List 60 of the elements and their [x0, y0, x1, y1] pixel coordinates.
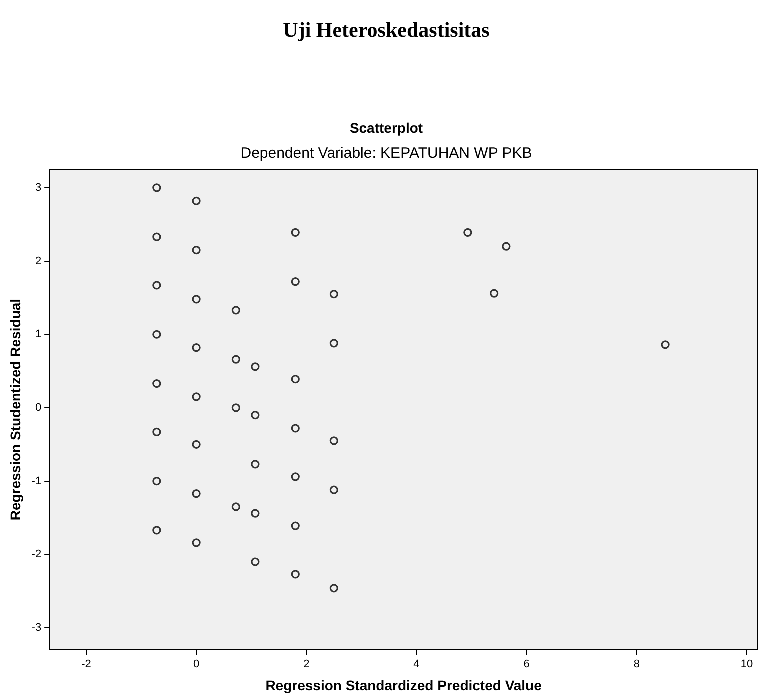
x-tick-label: 0 [193, 658, 200, 671]
point [152, 281, 162, 290]
point [291, 472, 300, 482]
point [464, 228, 472, 237]
text: Dependent Variable: KEPATUHAN WP PKB [240, 145, 534, 162]
point [291, 228, 300, 237]
point [192, 196, 201, 206]
point [490, 289, 499, 298]
y-axis-title: Regression Studentized Residual [7, 298, 24, 521]
x-tick-label: 4 [414, 658, 420, 671]
point [251, 362, 260, 372]
point [232, 306, 240, 315]
point [330, 584, 338, 593]
point [152, 428, 162, 436]
y-tick-label: -1 [32, 475, 42, 488]
point [291, 424, 300, 433]
point [152, 232, 162, 242]
point [330, 436, 338, 446]
x-tick-label: 10 [740, 658, 754, 671]
point [251, 509, 260, 518]
point [192, 489, 201, 498]
point [251, 411, 260, 420]
point [291, 522, 300, 530]
x-tick-label: 6 [524, 658, 530, 671]
point [152, 184, 162, 192]
point [152, 477, 162, 486]
y-tick-label: 2 [35, 255, 42, 268]
point [251, 558, 260, 566]
y-tick-label: -2 [32, 548, 42, 561]
chart-title: Uji Heteroskedastisitas [282, 18, 491, 43]
chart-subtitle: Scatterplot [348, 120, 424, 136]
point [232, 404, 240, 412]
x-tick-label: 2 [304, 658, 310, 671]
point [330, 486, 338, 494]
y-tick-label: 3 [35, 182, 42, 194]
point [291, 278, 300, 286]
point [152, 379, 162, 388]
point [192, 538, 201, 548]
point [291, 570, 300, 579]
point [291, 375, 300, 384]
x-axis-title: Regression Standardized Predicted Value [266, 677, 542, 694]
point [232, 355, 240, 364]
point [192, 440, 201, 449]
point [192, 295, 201, 304]
point [502, 242, 511, 251]
point [192, 246, 201, 255]
point [192, 392, 201, 402]
point [232, 502, 240, 512]
point [192, 344, 201, 352]
point [330, 290, 338, 299]
point [152, 330, 162, 339]
x-tick-label: 8 [634, 658, 640, 671]
point [152, 526, 162, 535]
x-tick-label: -2 [82, 658, 92, 671]
point [661, 340, 670, 350]
y-tick-label: -3 [32, 622, 42, 634]
y-tick-label: 1 [35, 328, 42, 341]
y-tick-label: 0 [35, 402, 42, 414]
point [330, 339, 338, 348]
point [251, 460, 260, 469]
